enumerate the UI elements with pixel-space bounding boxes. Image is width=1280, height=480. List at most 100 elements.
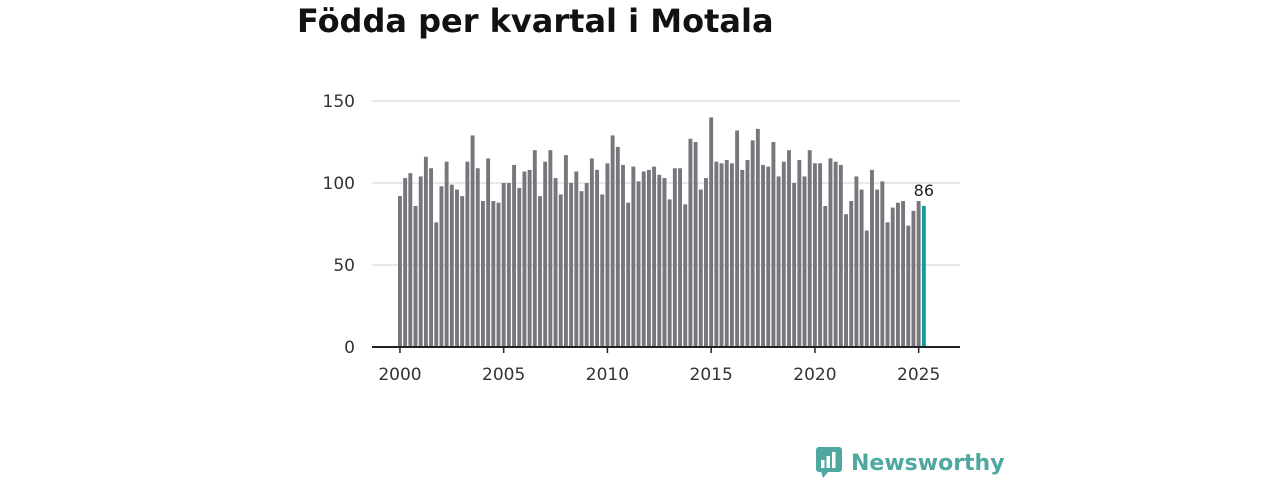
- bar: [579, 191, 584, 347]
- chart-title: Födda per kvartal i Motala: [297, 2, 774, 40]
- bar: [662, 178, 667, 347]
- bar: [429, 168, 434, 347]
- bar: [724, 160, 729, 347]
- bar: [755, 128, 760, 347]
- bar: [823, 205, 828, 347]
- newsworthy-logo: Newsworthy: [815, 446, 1005, 480]
- bar-latest: [921, 205, 926, 347]
- x-tick-label: 2025: [897, 365, 940, 385]
- x-tick-label: 2015: [690, 365, 733, 385]
- bar: [553, 178, 558, 347]
- bar: [890, 207, 895, 347]
- x-tick-label: 2005: [482, 365, 525, 385]
- bar: [610, 135, 615, 347]
- bar: [538, 196, 542, 347]
- bar: [807, 150, 812, 347]
- bar: [641, 171, 646, 347]
- bar: [444, 161, 449, 347]
- bar: [693, 142, 698, 347]
- bar: [906, 225, 911, 347]
- y-tick-label: 100: [323, 174, 355, 194]
- bar: [548, 150, 553, 347]
- bar: [870, 169, 874, 347]
- bar: [787, 150, 791, 347]
- bar: [854, 176, 859, 347]
- bar: [729, 163, 734, 347]
- bar: [465, 161, 470, 347]
- bar: [423, 156, 428, 347]
- labels: 0 50 100 150 2000 2005 2010 2015 2020 2025 86: [323, 92, 941, 385]
- bar: [781, 161, 786, 347]
- bar: [916, 201, 921, 347]
- bar: [418, 176, 423, 347]
- bar: [745, 160, 750, 347]
- bar: [522, 171, 527, 347]
- bar: [672, 168, 677, 347]
- bar: [678, 168, 682, 347]
- bar: [812, 163, 817, 347]
- bar: [439, 186, 444, 347]
- bar: [558, 194, 563, 347]
- newsworthy-icon: [816, 447, 842, 478]
- bar: [714, 161, 719, 347]
- bar: [864, 230, 869, 347]
- bar: [766, 166, 771, 347]
- bar: [615, 146, 620, 347]
- bar: [828, 158, 833, 347]
- bar: [475, 168, 480, 347]
- bar: [569, 183, 574, 347]
- bar: [605, 163, 610, 347]
- bar: [901, 201, 906, 347]
- bar: [449, 184, 454, 347]
- bar: [460, 196, 465, 347]
- bar: [543, 161, 548, 347]
- bar: [512, 164, 517, 347]
- bar: [761, 164, 765, 347]
- bar: [776, 176, 781, 347]
- bar: [688, 138, 693, 347]
- bar: [838, 164, 843, 347]
- bar: [480, 201, 485, 347]
- bar: [657, 174, 662, 347]
- bar: [532, 150, 537, 347]
- bar: [563, 155, 568, 347]
- y-tick-label: 0: [344, 338, 355, 358]
- bar: [506, 183, 511, 347]
- bar: [631, 166, 636, 347]
- bar: [818, 163, 823, 347]
- bar: [875, 189, 880, 347]
- bar: [486, 158, 491, 347]
- bar: [646, 169, 651, 347]
- bar: [833, 161, 838, 347]
- bar: [667, 199, 672, 347]
- bar: [750, 140, 755, 347]
- bar: [527, 169, 532, 347]
- bar: [771, 142, 776, 347]
- bar: [403, 178, 408, 347]
- bar: [600, 194, 605, 347]
- x-tick-label: 2020: [793, 365, 836, 385]
- bar: [434, 222, 439, 347]
- x-tick-label: 2000: [378, 365, 421, 385]
- bar: [584, 183, 589, 347]
- bar: [455, 189, 459, 347]
- bar: [797, 160, 802, 347]
- bar: [802, 176, 807, 347]
- bar: [398, 196, 402, 347]
- bar: [683, 204, 688, 347]
- bar: [704, 178, 708, 347]
- bar: [849, 201, 854, 347]
- bar: [595, 169, 600, 347]
- bar: [885, 222, 890, 347]
- bar: [413, 205, 418, 347]
- bar: [844, 214, 848, 347]
- bar: [880, 181, 885, 347]
- y-tick-label: 150: [323, 92, 355, 112]
- bar: [652, 166, 657, 347]
- bar: [408, 173, 413, 347]
- bar: [719, 163, 724, 347]
- bar: [626, 202, 631, 347]
- bars: [398, 117, 926, 348]
- bar: [911, 210, 916, 347]
